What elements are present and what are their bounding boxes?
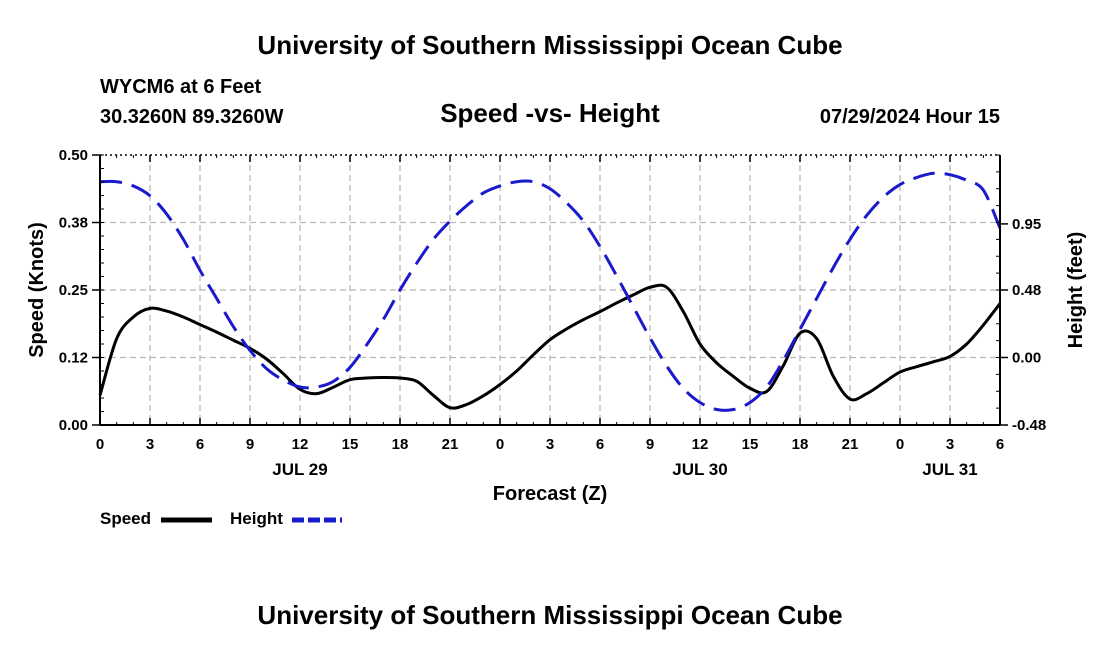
chart-series (98, 171, 1002, 412)
y-tick-label: 0.38 (59, 215, 88, 232)
x-tick-label: 0 (896, 436, 904, 453)
y-tick-label: 0.12 (59, 350, 88, 367)
x-tick-label: 21 (842, 436, 859, 453)
y-tick-label: 0.50 (59, 147, 88, 164)
y-tick-label: 0.00 (59, 417, 88, 434)
date-label: JUL 30 (672, 460, 727, 479)
y-axis-title-right: Height (feet) (1065, 232, 1087, 349)
forecast-datetime: 07/29/2024 Hour 15 (819, 106, 1000, 128)
x-tick-label: 3 (546, 436, 554, 453)
page-title: University of Southern Mississippi Ocean… (257, 30, 843, 60)
y-right-tick-label: 0.95 (1012, 216, 1041, 233)
x-tick-label: 15 (342, 436, 359, 453)
x-tick-label: 18 (792, 436, 809, 453)
y-right-tick-label: 0.00 (1012, 350, 1041, 367)
chart-grid (100, 155, 1000, 425)
chart-title: Speed -vs- Height (440, 98, 660, 128)
station-coordinates: 30.3260N 89.3260W (100, 106, 284, 128)
x-tick-label: 3 (946, 436, 954, 453)
x-tick-label: 6 (196, 436, 204, 453)
x-tick-label: 6 (996, 436, 1004, 453)
y-tick-label: 0.25 (59, 282, 88, 299)
x-tick-label: 0 (496, 436, 504, 453)
legend-height-label: Height (230, 509, 283, 528)
date-label: JUL 29 (272, 460, 327, 479)
x-tick-label: 12 (692, 436, 709, 453)
x-axis-title: Forecast (Z) (493, 483, 607, 505)
x-tick-label: 15 (742, 436, 759, 453)
x-tick-label: 6 (596, 436, 604, 453)
x-tick-label: 0 (96, 436, 104, 453)
legend-speed-label: Speed (100, 509, 152, 528)
x-tick-label: 12 (292, 436, 309, 453)
x-tick-label: 18 (392, 436, 409, 453)
footer-title: University of Southern Mississippi Ocean… (257, 600, 843, 630)
x-tick-label: 9 (246, 436, 254, 453)
station-name: WYCM6 at 6 Feet (100, 76, 262, 98)
x-tick-label: 9 (646, 436, 654, 453)
x-tick-label: 3 (146, 436, 154, 453)
y-axis-title-left: Speed (Knots) (26, 222, 48, 358)
date-label: JUL 31 (922, 460, 977, 479)
y-right-tick-label: -0.48 (1012, 417, 1046, 434)
series-height-line (99, 171, 1002, 412)
y-right-tick-label: 0.48 (1012, 282, 1041, 299)
x-tick-label: 21 (442, 436, 459, 453)
chart-ticks: 0 3 6 9 12 15 18 21 0 3 6 9 12 15 18 21 0 3 6 JUL 29 JUL 30 J… (59, 147, 1046, 479)
